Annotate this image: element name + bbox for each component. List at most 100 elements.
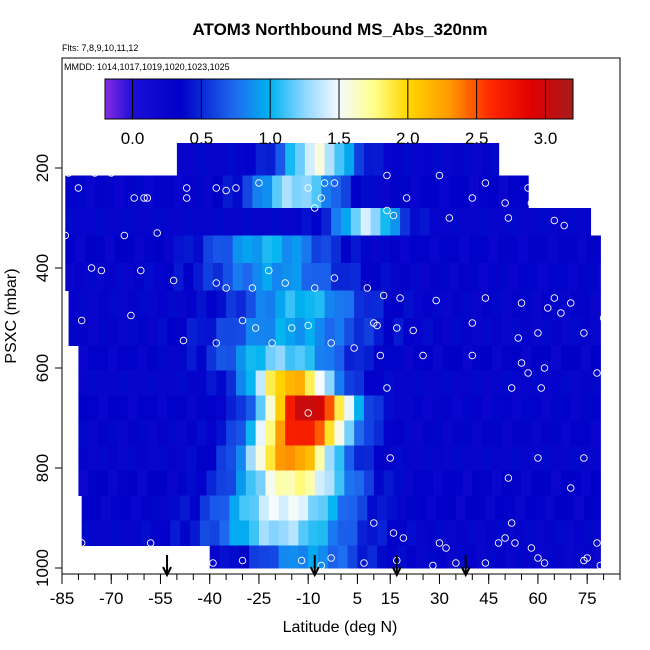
heatmap-cell: [409, 175, 421, 209]
heatmap-cell: [334, 445, 345, 471]
heatmap-cell: [570, 395, 582, 421]
heatmap-cell: [498, 263, 509, 291]
heatmap-cell: [403, 143, 414, 176]
sample-point: [212, 279, 221, 287]
sample-point: [77, 539, 86, 547]
x-tick-label: 75: [578, 589, 597, 608]
colorbar-tick-label: 1.0: [258, 129, 282, 148]
sample-point: [580, 454, 588, 462]
heatmap-cell: [531, 318, 542, 346]
sample-point: [383, 206, 391, 215]
heatmap-cell: [245, 345, 257, 371]
heatmap-cell: [574, 520, 585, 546]
heatmap-cell: [226, 395, 237, 421]
sample-point: [593, 539, 601, 547]
sample-point: [182, 194, 191, 202]
heatmap-cell: [68, 290, 80, 319]
sample-point: [268, 339, 276, 347]
heatmap-cell: [268, 545, 280, 569]
heatmap-cell: [472, 345, 483, 371]
heatmap-cell: [574, 495, 585, 521]
heatmap-cell: [301, 235, 313, 264]
heatmap-cell: [590, 345, 601, 371]
heatmap-cell: [147, 420, 158, 446]
heatmap-cell: [130, 520, 142, 546]
heatmap-cell: [318, 520, 329, 546]
heatmap-cell: [150, 495, 162, 521]
heatmap-cell: [587, 235, 598, 264]
heatmap-cell: [511, 470, 523, 496]
heatmap-cell: [511, 445, 523, 471]
heatmap-cell: [127, 370, 139, 396]
heatmap-band: [65, 235, 601, 264]
heatmap-cell: [469, 235, 480, 264]
heatmap-cell: [580, 445, 592, 471]
heatmap-cell: [252, 208, 263, 236]
sample-point: [317, 194, 326, 202]
heatmap-cell: [403, 445, 414, 471]
heatmap-cell: [157, 395, 168, 421]
heatmap-cell: [386, 495, 398, 521]
heatmap-cell: [107, 370, 119, 396]
heatmap-cell: [314, 318, 326, 346]
heatmap-cell: [157, 370, 168, 396]
heatmap-cell: [432, 470, 444, 496]
sample-point: [222, 186, 230, 195]
sample-point: [212, 184, 221, 192]
heatmap-cell: [403, 290, 414, 319]
heatmap-cell: [350, 235, 362, 264]
heatmap-cell: [560, 470, 572, 496]
heatmap-cell: [367, 545, 378, 569]
heatmap-cell: [337, 495, 349, 521]
heatmap-cell: [245, 290, 257, 319]
colorbar-ticks: 0.0 0.5 1.0 1.5 2.0 2.5 3.0: [121, 79, 557, 148]
heatmap-cell: [295, 143, 306, 176]
heatmap-cell: [88, 345, 99, 371]
heatmap-cell: [534, 520, 546, 546]
heatmap-band: [65, 208, 592, 236]
heatmap-cell: [157, 445, 168, 471]
heatmap-cell: [469, 208, 480, 236]
heatmap-cell: [304, 290, 316, 319]
heatmap-cell: [324, 470, 336, 496]
heatmap-cell: [84, 235, 96, 264]
y-tick-label: 400: [33, 254, 52, 282]
sample-point: [507, 384, 516, 392]
heatmap-cell: [334, 318, 345, 346]
heatmap-cell: [557, 235, 569, 264]
heatmap-cell: [167, 345, 178, 371]
heatmap-cell: [505, 495, 516, 521]
heatmap-cell: [212, 263, 224, 291]
heatmap-cell: [222, 235, 234, 264]
heatmap-cell: [363, 143, 375, 176]
heatmap-cell: [537, 208, 549, 236]
sample-point: [248, 284, 257, 292]
heatmap-cell: [167, 290, 178, 319]
heatmap-cell: [449, 235, 460, 264]
heatmap-cell: [311, 263, 322, 291]
heatmap-cell: [314, 395, 326, 421]
heatmap-cell: [117, 470, 129, 496]
heatmap-cell: [167, 445, 178, 471]
heatmap-cell: [75, 175, 86, 209]
x-tick-label: 15: [381, 589, 400, 608]
heatmap-cell: [462, 345, 473, 371]
heatmap-cell: [295, 318, 306, 346]
heatmap-cell: [167, 370, 178, 396]
heatmap-cell: [153, 263, 165, 291]
heatmap-cell: [226, 345, 237, 371]
heatmap-cell: [255, 318, 267, 346]
sample-point: [481, 179, 490, 187]
heatmap-cell: [226, 445, 237, 471]
heatmap-cell: [521, 395, 532, 421]
heatmap-band: [176, 143, 500, 176]
heatmap-cell: [314, 143, 326, 176]
heatmap-cell: [354, 318, 365, 346]
heatmap-cell: [206, 470, 217, 496]
heatmap-cell: [88, 290, 99, 319]
sample-point: [107, 169, 115, 177]
heatmap-cell: [186, 318, 198, 346]
heatmap-cell: [295, 370, 306, 396]
heatmap-cell: [295, 345, 306, 371]
x-tick-label: 5: [353, 589, 362, 608]
